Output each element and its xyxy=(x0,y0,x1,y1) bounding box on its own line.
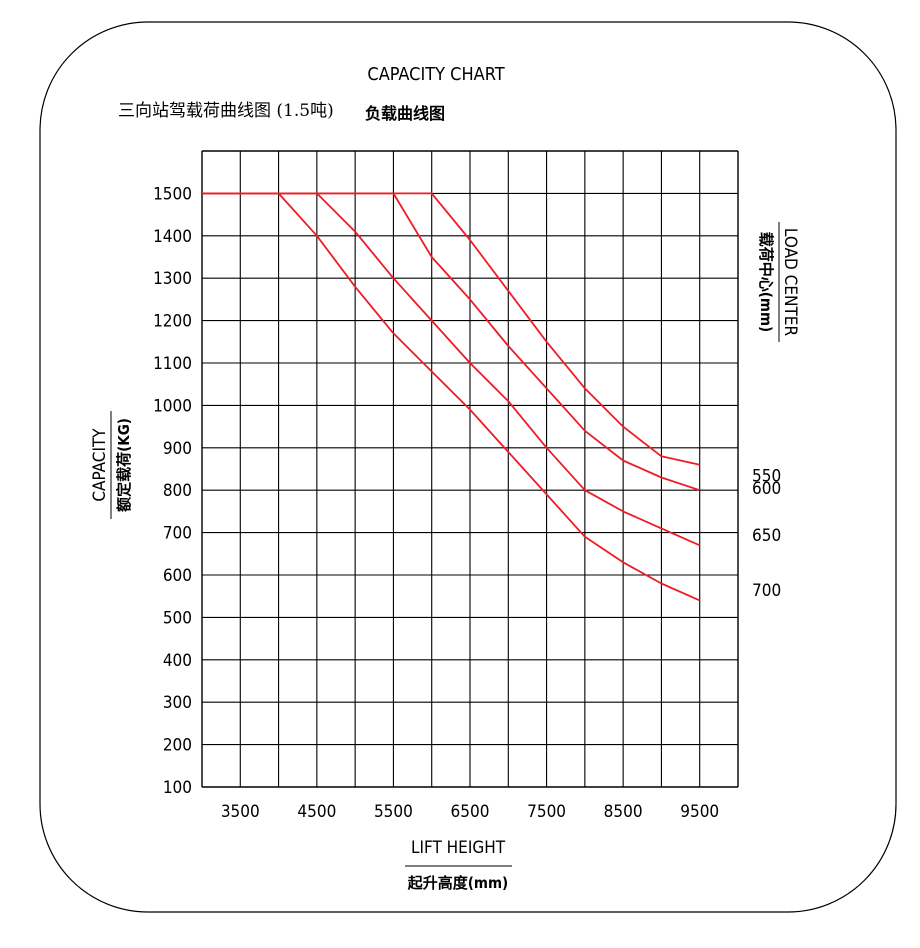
x-tick-label: 6500 xyxy=(451,802,490,822)
x-tick-label: 8500 xyxy=(604,802,643,822)
y-tick-label: 300 xyxy=(163,693,192,713)
curve-650 xyxy=(202,192,701,547)
series-label-550: 550 xyxy=(752,466,781,486)
y-tick-label: 600 xyxy=(163,566,192,586)
x-tick-label: 7500 xyxy=(527,802,566,822)
y-tick-label: 700 xyxy=(163,524,192,544)
y-tick-label: 400 xyxy=(163,651,192,671)
y-tick-label: 1500 xyxy=(153,184,192,204)
x-tick-label: 9500 xyxy=(680,802,719,822)
x-axis-title-cn: 起升高度(mm) xyxy=(407,874,508,892)
y-axis-title-group: CAPACITY 额定载荷(KG) xyxy=(90,411,133,519)
y-axis-title-cn: 额定载荷(KG) xyxy=(115,418,133,512)
y-axis-title: CAPACITY xyxy=(90,428,110,502)
x-tick-label: 4500 xyxy=(297,802,336,822)
series-label-700: 700 xyxy=(752,581,781,601)
grid-lines xyxy=(201,150,739,788)
y-tick-label: 100 xyxy=(163,778,192,798)
right-axis-title-group: LOAD CENTER 载荷中心(mm) xyxy=(757,222,800,342)
curve-600 xyxy=(202,192,700,492)
y-tick-label: 800 xyxy=(163,481,192,501)
y-tick-label: 1100 xyxy=(153,354,192,374)
x-axis-title: LIFT HEIGHT xyxy=(411,838,506,858)
y-tick-label: 1300 xyxy=(153,269,192,289)
chart-title: CAPACITY CHART xyxy=(367,64,504,85)
series-label-600: 600 xyxy=(752,479,781,499)
curve-550 xyxy=(202,192,700,466)
chart-subtitle: 负载曲线图 xyxy=(365,104,445,123)
right-axis-title-cn: 载荷中心(mm) xyxy=(757,232,775,332)
rounded-frame xyxy=(39,21,897,913)
x-tick-label: 3500 xyxy=(221,802,260,822)
y-tick-label: 900 xyxy=(163,439,192,459)
right-axis-title: LOAD CENTER xyxy=(780,228,800,337)
y-tick-label: 1200 xyxy=(153,312,192,332)
y-tick-label: 200 xyxy=(163,736,192,756)
x-axis-ticks: 3500 4500 5500 6500 7500 8500 9500 xyxy=(221,802,719,822)
y-tick-label: 1400 xyxy=(153,227,192,247)
y-tick-label: 500 xyxy=(163,608,192,628)
y-tick-label: 1000 xyxy=(153,396,192,416)
curve-700 xyxy=(202,192,701,602)
chinese-title: 三向站驾载荷曲线图 (1.5吨) xyxy=(118,101,334,121)
y-axis-ticks: 100 200 300 400 500 600 700 800 900 1000 1100 1200 1… xyxy=(153,184,192,798)
x-tick-label: 5500 xyxy=(374,802,413,822)
series-label-650: 650 xyxy=(752,526,781,546)
capacity-curves xyxy=(202,192,701,602)
